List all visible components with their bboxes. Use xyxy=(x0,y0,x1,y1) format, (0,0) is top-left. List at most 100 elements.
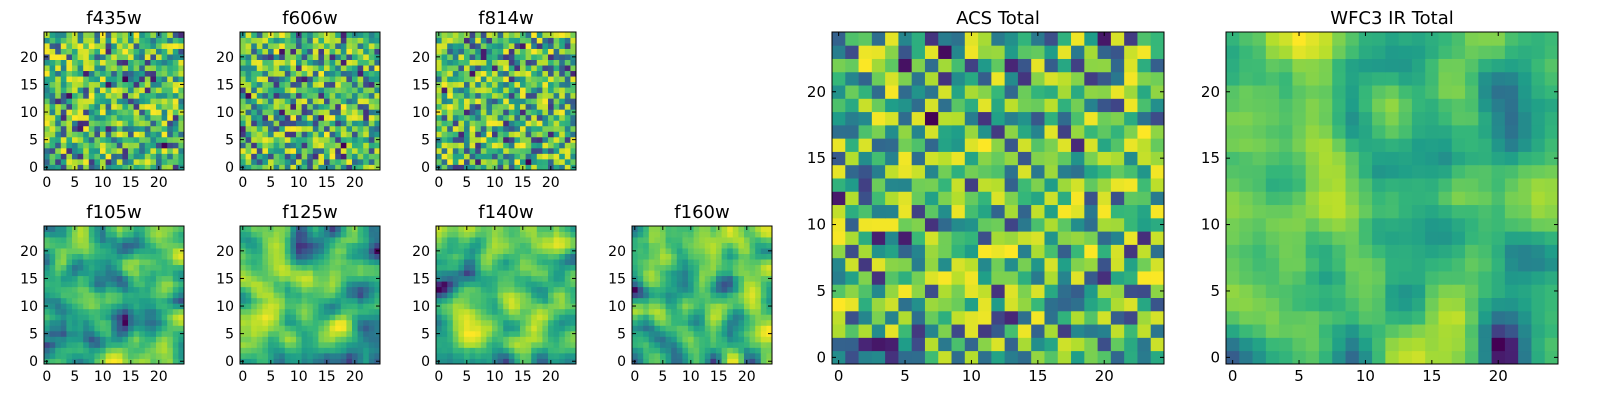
heatmap-cell xyxy=(144,286,151,293)
heatmap-cell xyxy=(133,319,140,326)
heatmap-cell xyxy=(548,325,554,332)
heatmap-cell xyxy=(660,308,666,315)
heatmap-cell xyxy=(301,259,308,266)
heatmap-cell xyxy=(648,242,655,249)
heatmap-cell xyxy=(480,242,487,249)
heatmap-cell xyxy=(273,59,280,66)
heatmap-cell xyxy=(559,325,566,332)
heatmap-cell xyxy=(693,237,700,243)
heatmap-cell xyxy=(570,319,577,326)
heatmap-cell xyxy=(447,70,454,77)
heatmap-cell xyxy=(335,248,342,254)
heatmap-cell xyxy=(458,253,465,260)
heatmap-cell xyxy=(312,103,319,110)
heatmap-cell xyxy=(441,98,448,105)
heatmap-cell xyxy=(55,303,62,310)
heatmap-cell xyxy=(72,103,78,110)
heatmap-cell xyxy=(290,292,297,299)
heatmap-cell xyxy=(469,264,476,271)
heatmap-cell xyxy=(480,48,487,55)
heatmap-cell xyxy=(357,336,364,343)
heatmap-cell xyxy=(105,142,112,149)
heatmap-cell xyxy=(464,153,470,160)
heatmap-cell xyxy=(144,292,151,299)
heatmap-cell xyxy=(139,292,146,299)
heatmap-cell xyxy=(279,109,286,116)
heatmap-cell xyxy=(116,281,123,288)
heatmap-cell xyxy=(760,270,767,277)
heatmap-cell xyxy=(324,147,330,154)
heatmap-cell xyxy=(100,286,106,293)
heatmap-cell xyxy=(452,286,459,293)
heatmap-cell xyxy=(105,231,112,238)
heatmap-cell xyxy=(508,103,515,110)
heatmap-cell xyxy=(464,43,470,49)
heatmap-cell xyxy=(279,125,286,132)
heatmap-cell xyxy=(755,270,762,277)
heatmap-cell xyxy=(49,336,56,343)
heatmap-cell xyxy=(755,352,762,359)
heatmap-cell xyxy=(497,87,504,94)
heatmap-cell xyxy=(318,87,325,94)
heatmap-cell xyxy=(352,308,358,315)
x-tick-label: 0 xyxy=(434,175,443,191)
heatmap-cell xyxy=(531,292,538,299)
heatmap-cell xyxy=(116,131,123,138)
heatmap-cell xyxy=(335,125,342,132)
heatmap-cell xyxy=(111,153,118,160)
heatmap-cell xyxy=(447,237,454,243)
heatmap-cell xyxy=(301,226,308,232)
heatmap-cell xyxy=(503,231,510,238)
heatmap-cell xyxy=(514,347,521,354)
heatmap-cell xyxy=(637,264,644,271)
heatmap-cell xyxy=(464,158,470,165)
heatmap-cell xyxy=(139,59,146,66)
heatmap-cell xyxy=(710,286,717,293)
heatmap-cell xyxy=(83,120,90,127)
panel-title: f140w xyxy=(478,202,533,223)
axes-frame xyxy=(43,225,185,365)
heatmap-cell xyxy=(139,308,146,315)
heatmap-cell xyxy=(301,308,308,315)
heatmap-cell xyxy=(318,352,325,359)
heatmap-cell xyxy=(346,81,353,88)
heatmap-cell xyxy=(55,248,62,254)
heatmap-cell xyxy=(307,226,314,232)
heatmap-cell xyxy=(245,92,252,99)
heatmap-cell xyxy=(749,325,756,332)
heatmap-cell xyxy=(458,125,465,132)
heatmap-cell xyxy=(324,81,330,88)
heatmap-cell xyxy=(318,65,325,72)
heatmap-cell xyxy=(301,281,308,288)
heatmap-cell xyxy=(1071,310,1085,325)
heatmap-cell xyxy=(716,286,722,293)
heatmap-cell xyxy=(144,136,151,143)
heatmap-cell xyxy=(464,103,470,110)
heatmap-cell xyxy=(503,347,510,354)
heatmap-cell xyxy=(570,347,577,354)
heatmap-cell xyxy=(66,341,73,348)
heatmap-cell xyxy=(72,281,78,288)
heatmap-cell xyxy=(480,292,487,299)
heatmap-cell xyxy=(492,98,498,105)
heatmap-cell xyxy=(301,314,308,321)
heatmap-cell xyxy=(307,259,314,266)
heatmap-cell xyxy=(682,303,689,310)
heatmap-cell xyxy=(665,336,672,343)
heatmap-cell xyxy=(324,125,330,132)
heatmap-cell xyxy=(262,242,269,249)
heatmap-cell xyxy=(49,142,56,149)
heatmap-cell xyxy=(704,242,711,249)
heatmap-cell xyxy=(128,341,134,348)
heatmap-cell xyxy=(374,87,381,94)
heatmap-cell xyxy=(744,341,750,348)
heatmap-cell xyxy=(116,147,123,154)
y-tick-label: 20 xyxy=(216,244,234,260)
heatmap-cell xyxy=(469,109,476,116)
heatmap-cell xyxy=(760,286,767,293)
heatmap-cell xyxy=(122,264,129,271)
heatmap-cell xyxy=(497,109,504,116)
heatmap-cell xyxy=(318,325,325,332)
heatmap-cell xyxy=(520,59,526,66)
heatmap-cell xyxy=(1017,350,1032,365)
